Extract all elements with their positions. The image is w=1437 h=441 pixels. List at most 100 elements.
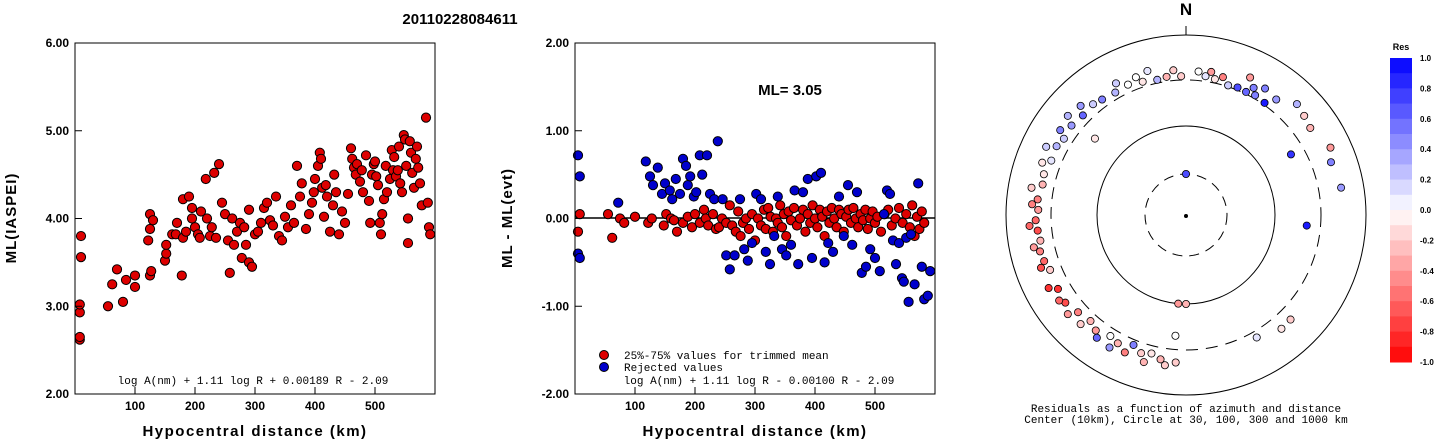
polar-station-80 bbox=[1092, 333, 1101, 342]
p1-xtick-label: 200 bbox=[185, 399, 205, 413]
polar-station-85 bbox=[1261, 84, 1270, 93]
polar-station-39 bbox=[1074, 308, 1083, 317]
p2-point-s0-5 bbox=[619, 217, 630, 228]
p2-point-s0-87 bbox=[875, 226, 887, 237]
p1-point-s0-111 bbox=[375, 229, 387, 240]
colorbar-tick-label: 0.4 bbox=[1420, 145, 1432, 154]
p2-point-s1-55 bbox=[838, 230, 849, 242]
polar-station-76 bbox=[1044, 284, 1053, 293]
p2-point-s1-28 bbox=[721, 250, 732, 261]
p2-point-s1-5 bbox=[640, 156, 651, 167]
p1-point-s0-9 bbox=[117, 296, 129, 307]
polar-station-50 bbox=[1286, 315, 1295, 324]
p2-ytick-label: 0.00 bbox=[546, 212, 570, 226]
p1-ylabel: ML(IASPEI) bbox=[3, 173, 20, 264]
p1-point-s0-59 bbox=[255, 217, 267, 228]
p2-xtick-label: 500 bbox=[865, 399, 885, 413]
p1-points bbox=[74, 112, 436, 345]
p1-point-s0-92 bbox=[339, 217, 351, 228]
p1-point-s0-103 bbox=[363, 195, 375, 207]
p1-point-s0-101 bbox=[357, 187, 369, 198]
p1-point-s0-39 bbox=[206, 222, 217, 233]
colorbar-cell bbox=[1390, 88, 1412, 105]
p2-point-s0-49 bbox=[781, 230, 792, 242]
p2-point-s1-40 bbox=[772, 191, 783, 202]
p2-point-s1-34 bbox=[746, 237, 758, 249]
p2-point-s0-52 bbox=[788, 202, 800, 214]
polar-station-57 bbox=[1337, 183, 1346, 192]
polar-caption-line1: Residuals as a function of azimuth and d… bbox=[1031, 404, 1341, 416]
polar-station-32 bbox=[1033, 226, 1042, 235]
p2-point-s0-17 bbox=[689, 209, 701, 220]
polar-north-label: N bbox=[1180, 0, 1192, 19]
p2-point-s1-48 bbox=[806, 252, 818, 264]
colorbar-cells bbox=[1390, 58, 1412, 363]
p1-point-s0-48 bbox=[228, 239, 240, 250]
p1-point-s0-15 bbox=[143, 235, 154, 246]
p1-point-s0-71 bbox=[291, 160, 303, 171]
p1-point-s0-63 bbox=[267, 220, 279, 231]
p1-point-s0-64 bbox=[270, 191, 282, 202]
p1-point-s0-86 bbox=[324, 226, 336, 237]
p2-point-s0-61 bbox=[812, 222, 823, 233]
p1-xtick-label: 500 bbox=[365, 399, 385, 413]
polar-station-3 bbox=[1090, 134, 1099, 143]
p2-point-s1-53 bbox=[827, 246, 839, 257]
colorbar-cell bbox=[1390, 149, 1412, 165]
p1-point-s0-93 bbox=[342, 188, 354, 200]
p1-point-s0-56 bbox=[246, 261, 258, 272]
polar-station-2 bbox=[1174, 299, 1183, 308]
p1-point-s0-69 bbox=[285, 200, 297, 211]
p1-ytick-label: 4.00 bbox=[46, 212, 70, 226]
colorbar-cell bbox=[1390, 225, 1412, 241]
p1-point-s0-44 bbox=[219, 209, 231, 220]
p1-point-s0-27 bbox=[180, 226, 192, 237]
polar-center-marker bbox=[1184, 214, 1188, 218]
p1-point-s0-139 bbox=[420, 112, 432, 123]
polar-station-44 bbox=[1129, 340, 1138, 349]
p2-point-s1-6 bbox=[644, 171, 656, 182]
polar-station-22 bbox=[1078, 111, 1087, 120]
colorbar-title: Res bbox=[1393, 42, 1410, 52]
polar-station-52 bbox=[1326, 158, 1335, 167]
p1-point-s0-134 bbox=[410, 153, 421, 164]
p2-point-s1-52 bbox=[823, 237, 834, 249]
polar-station-14 bbox=[1177, 72, 1186, 81]
p2-point-s1-36 bbox=[755, 194, 767, 205]
p1-point-s0-122 bbox=[393, 141, 405, 152]
p1-point-s0-18 bbox=[147, 215, 159, 226]
p2-point-s0-76 bbox=[848, 202, 859, 214]
p2-point-s1-45 bbox=[793, 259, 804, 270]
colorbar-cell bbox=[1390, 194, 1412, 211]
p2-point-s0-13 bbox=[671, 226, 683, 237]
colorbar-cell bbox=[1390, 164, 1412, 181]
polar-station-5 bbox=[1302, 221, 1311, 230]
polar-station-30 bbox=[1034, 205, 1043, 214]
p2-point-s1-29 bbox=[724, 264, 735, 275]
polar-points bbox=[1025, 66, 1346, 370]
p1-point-s0-127 bbox=[401, 160, 412, 171]
polar-station-60 bbox=[1194, 67, 1203, 76]
polar-station-40 bbox=[1086, 317, 1095, 326]
p2-ytick-label: -2.00 bbox=[542, 387, 570, 401]
colorbar-tick-label: 0.0 bbox=[1420, 206, 1432, 215]
polar-station-58 bbox=[1218, 73, 1227, 82]
p1-axes: 100 200 300 400 500 2.00 3.00 4.00 5.00 6.00 bbox=[46, 36, 386, 413]
p2-point-s0-100 bbox=[916, 206, 927, 217]
p1-point-s0-21 bbox=[161, 239, 172, 250]
p2-point-s1-4 bbox=[613, 197, 624, 208]
p1-point-s0-114 bbox=[380, 160, 391, 171]
polar-station-41 bbox=[1091, 326, 1100, 335]
p1-point-s0-47 bbox=[227, 213, 238, 224]
p2-point-s0-16 bbox=[686, 222, 698, 233]
polar-station-9 bbox=[1242, 87, 1251, 96]
colorbar-cell bbox=[1390, 179, 1412, 196]
p2-point-s0-30 bbox=[733, 206, 744, 217]
polar-station-72 bbox=[1028, 200, 1037, 209]
polar-station-20 bbox=[1098, 95, 1107, 104]
colorbar-tick-label: 0.2 bbox=[1420, 176, 1432, 185]
polar-station-25 bbox=[1052, 142, 1061, 151]
colorbar-cell bbox=[1390, 58, 1412, 74]
p1-point-s0-88 bbox=[329, 169, 340, 180]
polar-station-53 bbox=[1306, 123, 1315, 132]
